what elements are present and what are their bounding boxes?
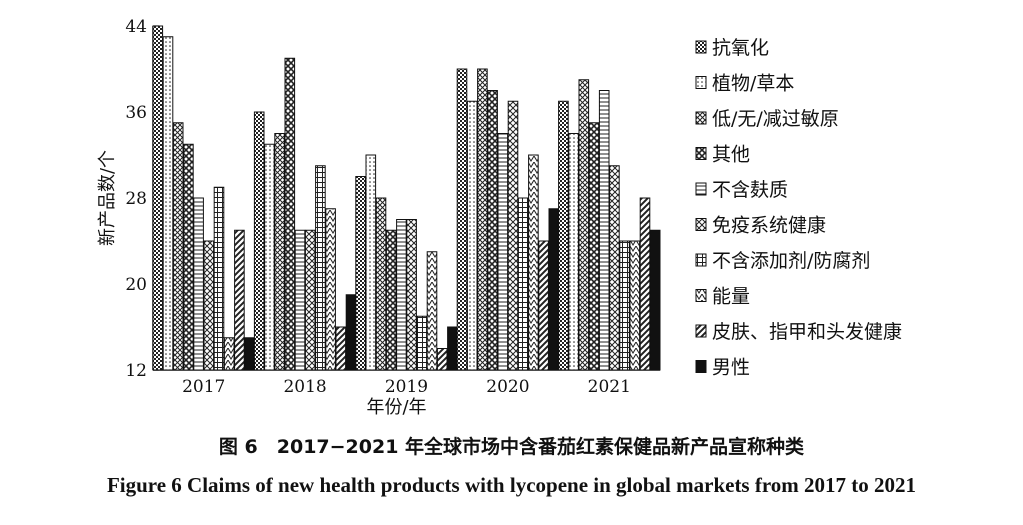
- bar: [203, 240, 215, 371]
- legend-swatch: [695, 360, 707, 373]
- bar: [528, 154, 539, 371]
- legend-label: 低/无/减过敏原: [712, 108, 839, 130]
- bar: [406, 219, 417, 371]
- bar: [558, 100, 569, 371]
- legend-swatch: [695, 182, 707, 196]
- legend-swatch: [695, 324, 707, 338]
- legend-label: 男性: [712, 357, 750, 379]
- bar: [234, 229, 245, 371]
- bar: [538, 240, 549, 371]
- legend-swatch: [695, 289, 707, 302]
- bar: [264, 143, 275, 371]
- y-tick-label: 28: [125, 189, 147, 209]
- bar: [568, 133, 579, 371]
- bar: [497, 133, 509, 371]
- bar: [304, 229, 316, 371]
- legend-swatch: [695, 147, 707, 160]
- bar: [355, 176, 366, 371]
- bar: [244, 337, 255, 371]
- bar: [172, 122, 184, 371]
- plot-area: 12 20 28 36 44 2017 2018 2019 2020 2021 年份/年 新产品数/个: [97, 17, 661, 418]
- legend-swatch: [695, 111, 707, 125]
- y-tick-label: 12: [125, 361, 147, 381]
- legend-swatch: [695, 40, 707, 54]
- x-tick-label: 2018: [283, 377, 326, 397]
- bar: [294, 229, 306, 371]
- y-tick-label: 20: [125, 275, 147, 295]
- bar: [629, 240, 641, 371]
- bar: [375, 197, 387, 371]
- legend-swatch: [695, 218, 707, 231]
- x-tick-label: 2021: [588, 377, 631, 397]
- bar: [609, 165, 620, 371]
- bar: [639, 197, 651, 371]
- bar: [487, 90, 498, 371]
- legend-label: 植物/草本: [712, 73, 794, 95]
- legend-label: 能量: [712, 286, 750, 308]
- legend-swatch: [695, 253, 707, 267]
- legend-label: 其他: [712, 144, 750, 166]
- legend: 抗氧化植物/草本低/无/减过敏原其他不含麸质免疫系统健康不含添加剂/防腐剂能量皮…: [695, 37, 902, 379]
- bar: [426, 251, 438, 371]
- bar: [284, 57, 296, 371]
- bar: [436, 348, 448, 371]
- bar: [335, 326, 347, 371]
- bar: [385, 229, 397, 371]
- bar: [598, 90, 610, 371]
- x-tick-label: 2017: [182, 377, 225, 397]
- bar: [447, 326, 458, 371]
- legend-label: 免疫系统健康: [712, 215, 826, 237]
- y-tick-label: 36: [125, 103, 147, 123]
- legend-label: 皮肤、指甲和头发健康: [712, 321, 902, 343]
- x-tick-label: 2020: [486, 377, 529, 397]
- bar: [183, 143, 194, 371]
- legend-swatch: [695, 76, 707, 89]
- bar: [274, 133, 285, 371]
- bar: [345, 294, 357, 371]
- legend-label: 不含添加剂/防腐剂: [712, 250, 870, 272]
- bar: [548, 208, 560, 371]
- bar: [253, 111, 265, 371]
- bar: [619, 240, 630, 371]
- bar-chart: 12 20 28 36 44 2017 2018 2019 2020 2021 年份/年 新产品数/个…: [97, 17, 902, 418]
- bar: [365, 154, 377, 371]
- bar: [456, 68, 468, 371]
- bar: [315, 165, 326, 371]
- bar: [223, 337, 235, 371]
- bar: [588, 122, 600, 371]
- bar: [517, 197, 529, 371]
- y-tick-label: 44: [125, 17, 147, 37]
- bar: [578, 79, 590, 371]
- figure-caption-cn: 图 6 2017−2021 年全球市场中含番茄红素保健品新产品宣称种类: [218, 436, 805, 458]
- bar: [507, 100, 519, 371]
- bar: [416, 315, 428, 371]
- bar: [649, 229, 661, 371]
- bar: [466, 100, 478, 371]
- y-axis-title: 新产品数/个: [97, 150, 118, 246]
- bar: [213, 186, 225, 371]
- bar: [396, 219, 407, 371]
- figure-caption-en: Figure 6 Claims of new health products w…: [106, 473, 917, 497]
- bar: [152, 25, 164, 371]
- x-axis-title: 年份/年: [366, 397, 426, 418]
- bar: [193, 197, 204, 371]
- legend-label: 不含麸质: [712, 179, 788, 201]
- x-tick-label: 2019: [385, 377, 428, 397]
- bar: [477, 68, 488, 371]
- bar: [162, 36, 174, 371]
- bar: [325, 208, 336, 371]
- legend-label: 抗氧化: [712, 37, 769, 59]
